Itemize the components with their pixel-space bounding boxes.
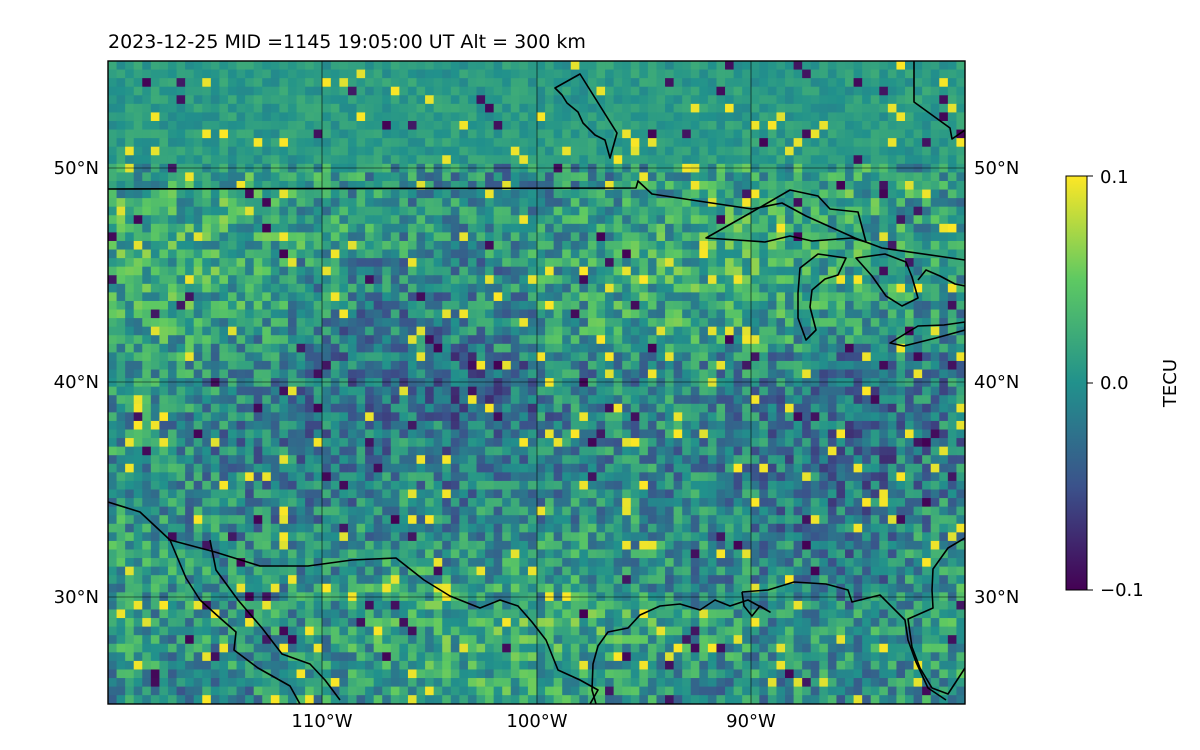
lat-tick-label-right-30n: 30°N bbox=[974, 587, 1019, 608]
colorbar-tick-label-min: −0.1 bbox=[1100, 580, 1144, 601]
colorbar-ticks bbox=[1087, 175, 1093, 591]
lon-tick-label-110w: 110°W bbox=[291, 711, 352, 732]
colorbar-label: TECU bbox=[1160, 359, 1181, 408]
baja-peninsula bbox=[108, 501, 301, 704]
lat-tick-label-right-50n: 50°N bbox=[974, 158, 1019, 179]
hudson-bay-shore bbox=[913, 61, 965, 140]
us-mexico-border bbox=[169, 539, 599, 704]
map-frame bbox=[107, 60, 966, 705]
lat-tick-label-left-30n: 30°N bbox=[54, 587, 99, 608]
latitude-tick-labels-right: 30°N 40°N 50°N bbox=[974, 158, 1019, 608]
lake-huron bbox=[855, 253, 919, 307]
lake-erie-ontario bbox=[889, 321, 965, 347]
lat-tick-label-left-50n: 50°N bbox=[54, 158, 99, 179]
ontario-shore bbox=[917, 269, 965, 287]
graticule bbox=[108, 61, 965, 704]
colorbar: 0.1 0.0 −0.1 TECU bbox=[1065, 167, 1181, 601]
gulf-of-california-coast bbox=[209, 539, 341, 701]
latitude-tick-labels-left: 30°N 40°N 50°N bbox=[54, 158, 99, 608]
colorbar-gradient bbox=[1065, 175, 1088, 591]
mexico-gulf-coast bbox=[591, 591, 771, 704]
map-panel: 110°W 100°W 90°W 30°N 40°N 50°N 30°N 40°… bbox=[54, 60, 1019, 732]
colorbar-tick-label-zero: 0.0 bbox=[1100, 373, 1129, 394]
lon-tick-label-90w: 90°W bbox=[726, 711, 776, 732]
coastlines-and-borders bbox=[108, 61, 965, 704]
east-coast bbox=[907, 537, 965, 695]
figure-title: 2023-12-25 MID =1145 19:05:00 UT Alt = 3… bbox=[108, 31, 586, 53]
lat-tick-label-left-40n: 40°N bbox=[54, 372, 99, 393]
tec-heatmap bbox=[108, 61, 965, 704]
island-north bbox=[554, 73, 618, 159]
lat-tick-label-right-40n: 40°N bbox=[974, 372, 1019, 393]
colorbar-tick-label-max: 0.1 bbox=[1100, 167, 1129, 188]
lake-michigan bbox=[797, 253, 847, 341]
lake-superior bbox=[705, 189, 867, 243]
lon-tick-label-100w: 100°W bbox=[506, 711, 567, 732]
longitude-tick-labels: 110°W 100°W 90°W bbox=[291, 711, 776, 732]
gulf-coast bbox=[741, 581, 947, 701]
